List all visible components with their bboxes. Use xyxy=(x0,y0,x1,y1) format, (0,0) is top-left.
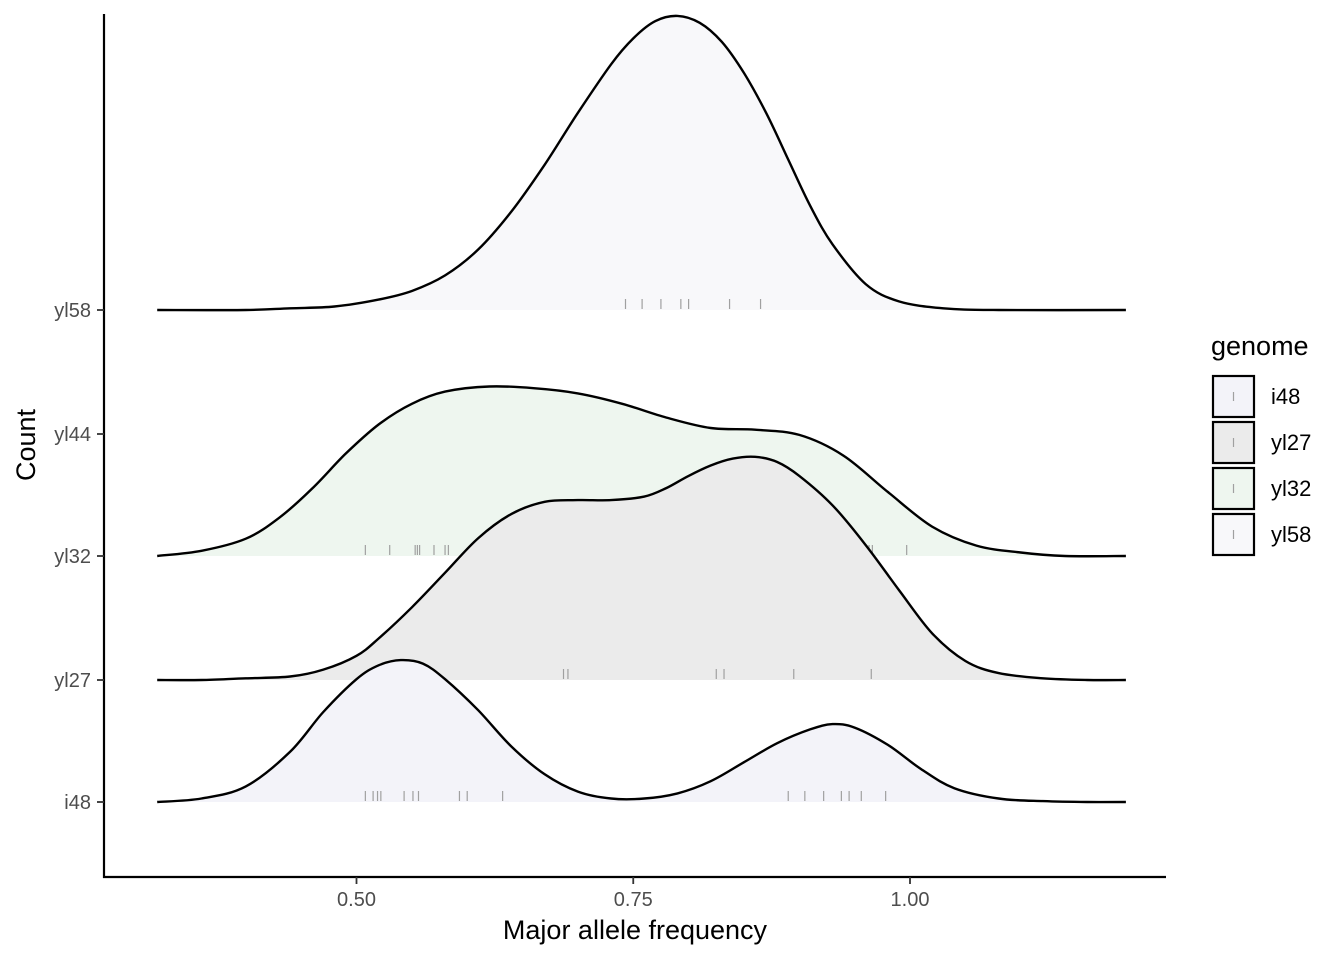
ridge-yl58 xyxy=(157,14,1126,312)
legend-label-yl27: yl27 xyxy=(1271,430,1311,455)
x-tick-label: 0.75 xyxy=(614,889,653,911)
legend-item-i48: i48 xyxy=(1211,374,1300,419)
legend-key-yl27 xyxy=(1211,420,1256,465)
y-axis-ticks: i48 yl27 yl32 yl44 yl58 xyxy=(54,300,104,814)
x-axis-ticks: 0.50 0.75 1.00 xyxy=(337,877,929,911)
y-axis-title: Count xyxy=(11,408,41,481)
density-line-i48 xyxy=(157,658,1126,804)
y-tick-label: yl44 xyxy=(54,424,91,446)
density-line-yl58 xyxy=(157,14,1126,312)
density-line-yl27 xyxy=(157,455,1126,682)
x-tick-label: 0.50 xyxy=(337,889,376,911)
x-axis-title: Major allele frequency xyxy=(503,915,768,945)
legend-item-yl27: yl27 xyxy=(1211,420,1311,465)
density-fill-i48 xyxy=(157,660,1126,803)
ridge-layer xyxy=(157,14,1126,804)
x-tick-label: 1.00 xyxy=(891,889,930,911)
y-tick-label: yl32 xyxy=(54,546,91,568)
legend-items: i48 yl27 yl32 yl58 xyxy=(1211,374,1311,557)
density-fill-yl58 xyxy=(157,15,1126,311)
ridge-yl27 xyxy=(157,455,1126,682)
ridge-i48 xyxy=(157,658,1126,804)
legend-label-yl32: yl32 xyxy=(1271,476,1311,501)
density-fill-yl32 xyxy=(157,386,1126,557)
legend: genome i48 yl27 yl32 yl58 xyxy=(1211,331,1311,557)
y-tick-label: yl58 xyxy=(54,300,91,322)
density-fill-yl27 xyxy=(157,456,1126,681)
legend-label-i48: i48 xyxy=(1271,384,1300,409)
density-line-yl32 xyxy=(157,385,1126,558)
legend-item-yl58: yl58 xyxy=(1211,512,1311,557)
legend-item-yl32: yl32 xyxy=(1211,466,1311,511)
axes: 0.50 0.75 1.00 i48 yl27 yl32 yl44 yl58 Major a… xyxy=(11,14,1166,945)
legend-title: genome xyxy=(1211,331,1309,361)
legend-label-yl58: yl58 xyxy=(1271,522,1311,547)
y-tick-label: i48 xyxy=(64,792,91,814)
y-tick-label: yl27 xyxy=(54,670,91,692)
